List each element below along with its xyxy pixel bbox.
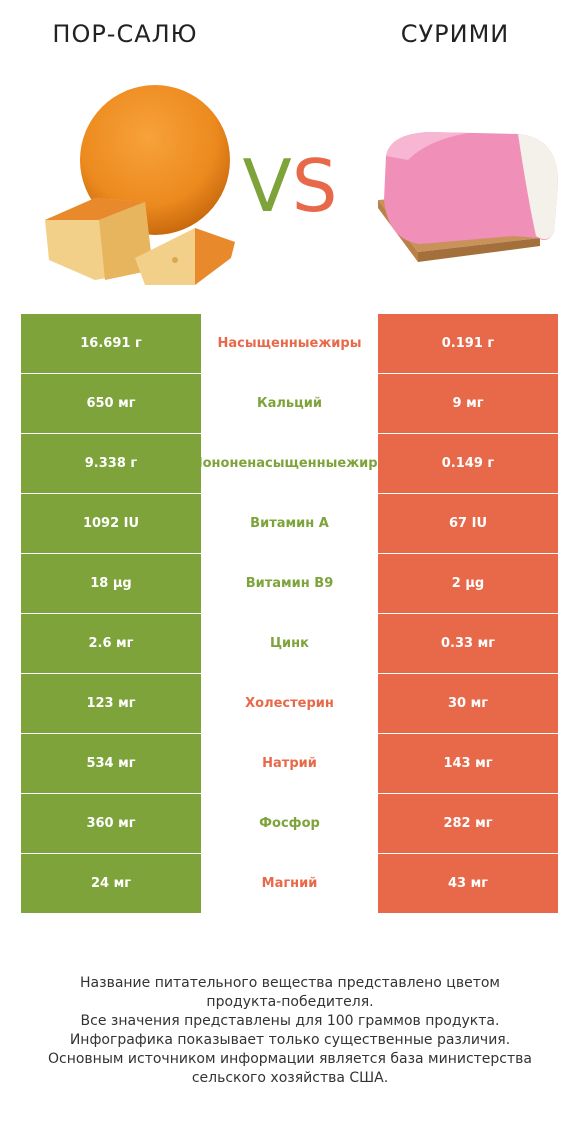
nutrient-name-line: Кальций xyxy=(257,395,322,411)
left-value: 16.691 г xyxy=(21,314,201,373)
nutrient-name-line: Насыщенные xyxy=(217,335,319,351)
nutrient-name: Насыщенные жиры xyxy=(201,314,378,373)
right-value: 0.191 г xyxy=(378,314,558,373)
nutrient-name-line: Холестерин xyxy=(245,695,334,711)
right-product-title: СУРИМИ xyxy=(400,20,510,48)
left-value: 1092 IU xyxy=(21,494,201,553)
nutrient-name: Цинк xyxy=(201,614,378,673)
nutrient-name: Магний xyxy=(201,854,378,913)
table-row: 534 мг Натрий 143 мг xyxy=(21,734,558,794)
vs-v: V xyxy=(242,144,292,228)
nutrient-name: Холестерин xyxy=(201,674,378,733)
comparison-table: 16.691 г Насыщенные жиры 0.191 г 650 мг Кальц… xyxy=(21,314,558,914)
footer-line: сельского хозяйства США. xyxy=(191,1070,389,1086)
left-value: 18 µg xyxy=(21,554,201,613)
right-value: 2 µg xyxy=(378,554,558,613)
nutrient-name-line: Магний xyxy=(261,875,318,891)
right-value: 67 IU xyxy=(378,494,558,553)
right-value: 43 мг xyxy=(378,854,558,913)
left-value: 9.338 г xyxy=(21,434,201,493)
table-row: 2.6 мг Цинк 0.33 мг xyxy=(21,614,558,674)
table-row: 1092 IU Витамин A 67 IU xyxy=(21,494,558,554)
left-value: 534 мг xyxy=(21,734,201,793)
left-value: 360 мг xyxy=(21,794,201,853)
left-product-title: ПОР-САЛЮ xyxy=(52,20,198,48)
right-value: 30 мг xyxy=(378,674,558,733)
right-value: 0.149 г xyxy=(378,434,558,493)
nutrient-name: Фосфор xyxy=(201,794,378,853)
right-value: 9 мг xyxy=(378,374,558,433)
nutrient-name: Витамин A xyxy=(201,494,378,553)
table-row: 123 мг Холестерин 30 мг xyxy=(21,674,558,734)
nutrient-name-line: Витамин A xyxy=(250,515,329,531)
nutrient-name-line: Мононенасыщенные xyxy=(189,455,347,471)
right-value: 282 мг xyxy=(378,794,558,853)
table-row: 9.338 г Мононенасыщенные жиры 0.149 г xyxy=(21,434,558,494)
nutrient-name-line: Цинк xyxy=(270,635,309,651)
left-value: 123 мг xyxy=(21,674,201,733)
table-row: 18 µg Витамин B9 2 µg xyxy=(21,554,558,614)
left-value: 650 мг xyxy=(21,374,201,433)
left-value: 2.6 мг xyxy=(21,614,201,673)
footer-line: Основным источником информации является … xyxy=(48,1051,532,1067)
table-row: 360 мг Фосфор 282 мг xyxy=(21,794,558,854)
footer-note: Название питательного вещества представл… xyxy=(20,974,560,1088)
footer-line: Инфографика показывает только существенн… xyxy=(69,1032,511,1048)
footer-line: продукта-победителя. xyxy=(206,994,374,1010)
vs-s: S xyxy=(291,144,338,228)
nutrient-name-line: Натрий xyxy=(262,755,317,771)
table-row: 24 мг Магний 43 мг xyxy=(21,854,558,914)
table-row: 650 мг Кальций 9 мг xyxy=(21,374,558,434)
right-value: 143 мг xyxy=(378,734,558,793)
vs-label: VS xyxy=(220,136,360,236)
footer-line: Название питательного вещества представл… xyxy=(80,975,500,991)
nutrient-name-line: жиры xyxy=(318,335,362,351)
nutrient-name: Мононенасыщенные жиры xyxy=(190,434,390,493)
nutrient-name: Кальций xyxy=(201,374,378,433)
cheese-image xyxy=(45,85,235,285)
nutrient-name-line: Фосфор xyxy=(259,815,320,831)
nutrient-name-line: Витамин B9 xyxy=(245,575,334,591)
left-value: 24 мг xyxy=(21,854,201,913)
nutrient-name: Натрий xyxy=(201,734,378,793)
footer-line: Все значения представлены для 100 граммо… xyxy=(80,1013,500,1029)
nutrient-name: Витамин B9 xyxy=(201,554,378,613)
right-value: 0.33 мг xyxy=(378,614,558,673)
surimi-image xyxy=(378,132,558,262)
table-row: 16.691 г Насыщенные жиры 0.191 г xyxy=(21,314,558,374)
